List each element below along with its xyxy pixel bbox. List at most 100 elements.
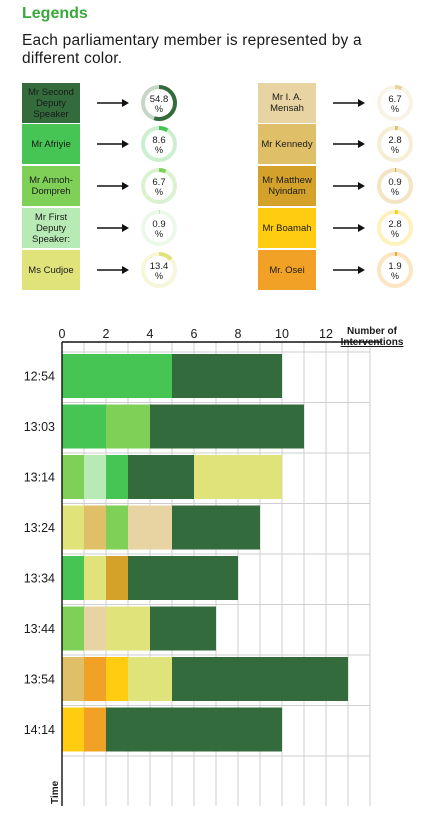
bar-segment (62, 404, 106, 449)
bar-segment (106, 505, 128, 550)
y-category-label: 13:14 (24, 471, 55, 485)
bar-segment (172, 354, 282, 398)
bar-segment (106, 455, 128, 499)
bar-segment (128, 455, 194, 499)
donut-percent-sign: % (155, 145, 163, 155)
donut-percent-sign: % (155, 229, 163, 239)
donut-arc (377, 168, 413, 204)
y-category-label: 13:44 (24, 622, 55, 636)
bar-segment (84, 657, 106, 701)
bar-segment (62, 606, 84, 651)
donut-percent-value: 8.6 (152, 135, 165, 146)
y-axis-label: Time (50, 780, 61, 804)
legend-item: Mr Kennedy 2.8% (258, 124, 418, 164)
arrow-right-icon (97, 266, 129, 274)
donut-percent-value: 6.7 (388, 94, 401, 105)
legend-item: Ms Cudjoe 13.4% (22, 250, 182, 290)
legend-swatch-label: Mr Afriyie (22, 124, 80, 164)
legend-item: Mr Second Deputy Speaker 54.8% (22, 83, 182, 123)
bar-segment (84, 455, 106, 499)
donut-percent-sign: % (391, 104, 399, 114)
legend-swatch-label: Mr. Osei (258, 250, 316, 290)
percent-donut: 54.8% (141, 85, 177, 121)
legend-swatch-label: Mr Kennedy (258, 124, 316, 164)
bar-segment (106, 606, 150, 651)
bar-segment (84, 505, 106, 550)
donut-arc (141, 252, 177, 288)
y-category-label: 13:03 (24, 420, 55, 434)
bar-segment (172, 505, 260, 550)
bar-segment (194, 455, 282, 499)
x-tick-label: 6 (191, 327, 198, 341)
donut-arc (141, 168, 177, 204)
arrow-right-icon (333, 140, 365, 148)
legend-item: Mr I. A. Mensah 6.7% (258, 83, 418, 123)
percent-donut: 0.9% (141, 210, 177, 246)
bar-segment (84, 556, 106, 600)
legend-swatch-label: Mr Boamah (258, 208, 316, 248)
arrow-right-icon (333, 182, 365, 190)
bar-segment (62, 354, 172, 398)
bar-segment (62, 556, 84, 600)
percent-donut: 13.4% (141, 252, 177, 288)
bar-segment (128, 505, 172, 550)
legend-item: Mr Afriyie 8.6% (22, 124, 182, 164)
legend-swatch-label: Mr Annoh-Dompreh (22, 166, 80, 206)
bar-segment (106, 556, 128, 600)
donut-percent-value: 13.4 (150, 261, 169, 272)
bar-segment (62, 657, 84, 701)
y-category-label: 14:14 (24, 723, 55, 737)
arrow-right-icon (97, 99, 129, 107)
x-tick-label: 2 (103, 327, 110, 341)
donut-arc (141, 85, 177, 121)
bar-segment (84, 606, 106, 651)
donut-arc (141, 210, 177, 246)
percent-donut: 6.7% (141, 168, 177, 204)
percent-donut: 2.8% (377, 210, 413, 246)
legend-item: Mr. Osei 1.9% (258, 250, 418, 290)
x-axis-label: Number of (347, 326, 398, 337)
donut-arc (377, 210, 413, 246)
donut-percent-sign: % (155, 187, 163, 197)
bar-segment (106, 707, 282, 752)
x-tick-label: 4 (147, 327, 154, 341)
stacked-bar-chart: 0 2 4 6 8 10 12 Number ofInterventions12:5413:0… (24, 326, 404, 806)
donut-percent-value: 0.9 (388, 177, 401, 188)
percent-donut: 2.8% (377, 126, 413, 162)
arrow-right-icon (333, 266, 365, 274)
percent-donut: 6.7% (377, 85, 413, 121)
bar-segment (62, 505, 84, 550)
donut-percent-sign: % (391, 145, 399, 155)
bar-segment (150, 404, 304, 449)
x-tick-label: 12 (319, 327, 333, 341)
legend-item: Mr Annoh-Dompreh 6.7% (22, 166, 182, 206)
donut-arc (377, 126, 413, 162)
donut-percent-sign: % (155, 104, 163, 114)
donut-percent-value: 6.7 (152, 177, 165, 188)
bar-segment (172, 657, 348, 701)
legend-item: Mr Boamah 2.8% (258, 208, 418, 248)
bar-segment (62, 707, 84, 752)
arrow-right-icon (97, 224, 129, 232)
donut-percent-value: 0.9 (152, 219, 165, 230)
legend-title: Legends (22, 5, 88, 22)
donut-percent-value: 1.9 (388, 261, 401, 272)
legend-swatch-label: Mr First Deputy Speaker: (22, 208, 80, 248)
donut-arc (377, 85, 413, 121)
donut-arc (141, 126, 177, 162)
bar-segment (128, 556, 238, 600)
percent-donut: 1.9% (377, 252, 413, 288)
donut-percent-value: 2.8 (388, 219, 401, 230)
bar-segment (106, 404, 150, 449)
legend-swatch-label: Mr I. A. Mensah (258, 83, 316, 123)
bar-segment (84, 707, 106, 752)
legend-item: Mr First Deputy Speaker: 0.9% (22, 208, 182, 248)
bar-segment (106, 657, 128, 701)
bar-segment (62, 455, 84, 499)
y-category-label: 12:54 (24, 370, 55, 384)
percent-donut: 0.9% (377, 168, 413, 204)
donut-percent-value: 2.8 (388, 135, 401, 146)
legend-item: Mr Matthew Nyindam 0.9% (258, 166, 418, 206)
donut-percent-sign: % (391, 187, 399, 197)
legend-description: Each parliamentary member is represented… (22, 32, 362, 67)
